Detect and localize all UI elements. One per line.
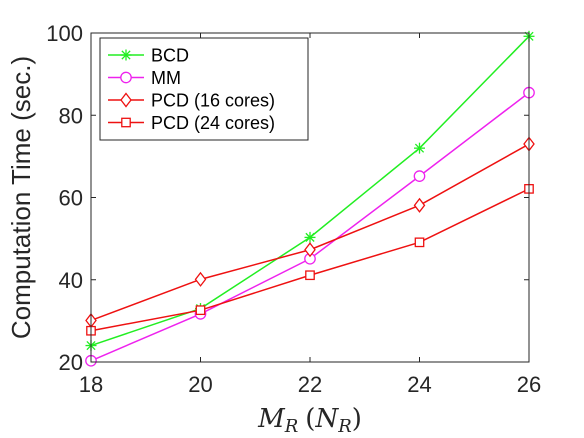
y-tick-label: 20 — [59, 350, 83, 375]
legend-entry-pcd-24-cores: PCD (24 cores) — [108, 113, 275, 133]
y-tick-label: 60 — [59, 186, 83, 211]
data-point-marker — [414, 143, 425, 153]
legend-marker — [121, 117, 131, 128]
legend-marker — [120, 71, 132, 84]
data-point-marker — [413, 170, 426, 182]
x-axis-label-open-paren: ( — [305, 404, 315, 434]
y-axis-label: Computation Time (sec.) — [6, 56, 36, 339]
x-axis-label-m-subscript: R — [284, 416, 299, 437]
legend-label: BCD — [151, 46, 189, 66]
x-tick-label: 20 — [188, 372, 212, 397]
legend-label: MM — [151, 68, 181, 88]
x-tick-label: 24 — [407, 372, 431, 397]
x-axis-label-n: N — [314, 404, 339, 434]
x-tick-label: 26 — [517, 372, 541, 397]
legend-marker — [120, 92, 132, 108]
y-tick-label: 40 — [59, 268, 83, 293]
legend-label: PCD (24 cores) — [151, 113, 275, 133]
x-tick-label: 22 — [298, 372, 322, 397]
data-point-marker — [194, 271, 207, 287]
legend-label: PCD (16 cores) — [151, 91, 275, 111]
legend-entry-mm: MM — [108, 68, 181, 88]
data-point-marker — [413, 197, 426, 213]
legend-entry-pcd-16-cores: PCD (16 cores) — [108, 91, 275, 111]
legend-marker — [121, 50, 131, 60]
x-axis-label-close-paren: ) — [352, 404, 362, 434]
x-tick-label: 18 — [79, 372, 103, 397]
data-point-marker — [414, 237, 425, 248]
series-layer — [85, 30, 535, 367]
x-axis-label-m: M — [257, 404, 286, 434]
data-point-marker — [195, 305, 206, 316]
y-tick-label: 100 — [46, 21, 83, 46]
plot-area-border — [90, 32, 530, 363]
data-point-marker — [305, 270, 315, 281]
x-axis-label-n-subscript: R — [337, 416, 352, 437]
x-axis-label: MR (NR) — [257, 404, 362, 437]
data-point-marker — [304, 242, 316, 258]
data-point-marker — [305, 232, 315, 242]
y-tick-label: 80 — [59, 103, 83, 128]
legend-entry-bcd: BCD — [108, 46, 189, 66]
